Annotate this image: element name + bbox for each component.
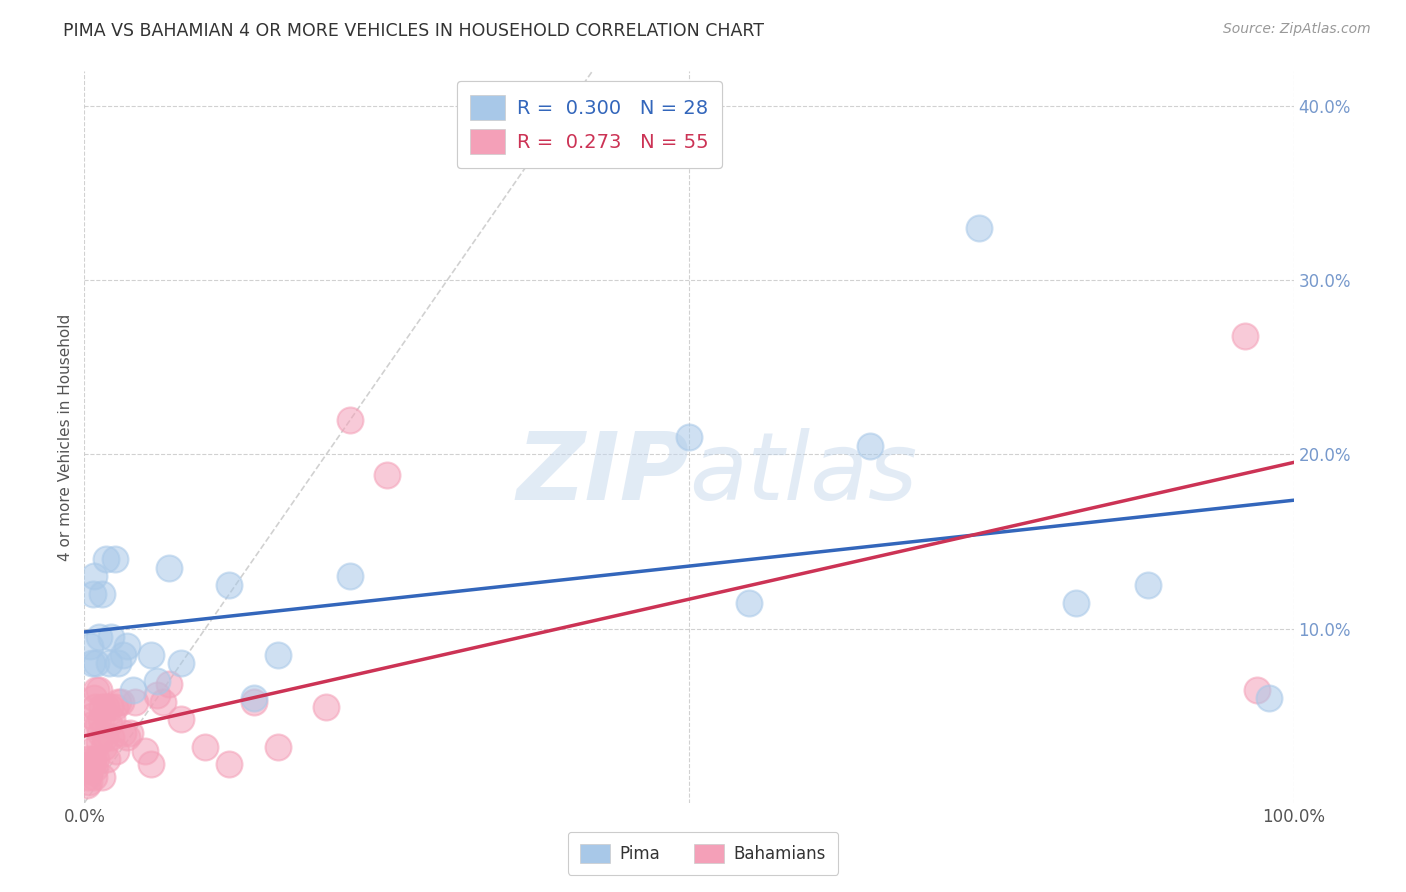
Point (121, 682, 143, 697)
Text: PIMA VS BAHAMIAN 4 OR MORE VEHICLES IN HOUSEHOLD CORRELATION CHART: PIMA VS BAHAMIAN 4 OR MORE VEHICLES IN H… (63, 22, 765, 40)
Point (89, 726, 111, 740)
Point (77, 761, 100, 775)
Point (100, 730, 122, 744)
Point (146, 688, 169, 702)
Point (859, 439, 882, 453)
Point (87, 682, 110, 697)
Point (170, 712, 193, 726)
Point (267, 648, 290, 662)
Point (91, 587, 114, 601)
Legend: R =  0.300   N = 28, R =  0.273   N = 55: R = 0.300 N = 28, R = 0.273 N = 55 (457, 81, 723, 168)
Point (104, 700, 127, 714)
Point (134, 743, 156, 757)
Point (110, 695, 132, 709)
Point (82, 587, 104, 601)
Point (967, 221, 990, 235)
Point (98, 700, 121, 714)
Point (112, 648, 135, 662)
Point (339, 569, 361, 583)
Point (146, 673, 169, 688)
Point (83, 569, 105, 583)
Point (218, 757, 240, 772)
Point (86, 752, 108, 766)
Point (107, 695, 129, 709)
Point (91, 700, 114, 714)
Point (1064, 595, 1087, 609)
Point (1246, 682, 1268, 697)
Point (83, 691, 105, 706)
Point (107, 657, 129, 671)
Point (115, 730, 138, 744)
Point (97, 657, 120, 671)
Point (124, 695, 146, 709)
Text: Source: ZipAtlas.com: Source: ZipAtlas.com (1223, 22, 1371, 37)
Point (375, 468, 398, 483)
Point (82, 752, 104, 766)
Point (80, 657, 103, 671)
Point (1137, 578, 1160, 592)
Legend: Pima, Bahamians: Pima, Bahamians (568, 832, 838, 875)
Point (82, 717, 104, 731)
Point (1258, 691, 1281, 706)
Point (139, 648, 162, 662)
Point (87, 735, 110, 749)
Point (738, 595, 761, 609)
Point (87, 631, 110, 645)
Point (339, 412, 361, 426)
Point (94, 730, 117, 744)
Point (91, 770, 114, 784)
Point (115, 639, 138, 653)
Point (157, 677, 180, 691)
Point (139, 757, 162, 772)
Point (120, 726, 142, 740)
Point (80, 757, 103, 772)
Point (79, 743, 101, 757)
Y-axis label: 4 or more Vehicles in Household: 4 or more Vehicles in Household (58, 313, 73, 561)
Point (77, 775, 100, 789)
Point (242, 691, 264, 706)
Point (100, 631, 122, 645)
Point (80, 708, 103, 723)
Point (218, 578, 240, 592)
Point (90, 712, 112, 726)
Point (194, 740, 217, 755)
Point (93, 740, 115, 755)
Point (152, 695, 174, 709)
Point (84, 761, 107, 775)
Point (112, 726, 135, 740)
Point (86, 682, 108, 697)
Point (86, 657, 108, 671)
Point (79, 764, 101, 779)
Point (157, 560, 180, 574)
Point (83, 770, 105, 784)
Point (678, 430, 700, 444)
Text: ZIP: ZIP (516, 427, 689, 520)
Point (101, 712, 124, 726)
Text: atlas: atlas (689, 428, 917, 519)
Point (242, 695, 264, 709)
Point (77, 770, 100, 784)
Point (86, 717, 108, 731)
Point (315, 700, 337, 714)
Point (94, 700, 117, 714)
Point (84, 700, 107, 714)
Point (77, 752, 100, 766)
Point (97, 717, 120, 731)
Point (104, 552, 127, 566)
Point (267, 740, 290, 755)
Point (1234, 329, 1257, 343)
Point (79, 639, 101, 653)
Point (76, 778, 98, 792)
Point (96, 752, 118, 766)
Point (170, 657, 193, 671)
Point (104, 743, 127, 757)
Point (94, 552, 117, 566)
